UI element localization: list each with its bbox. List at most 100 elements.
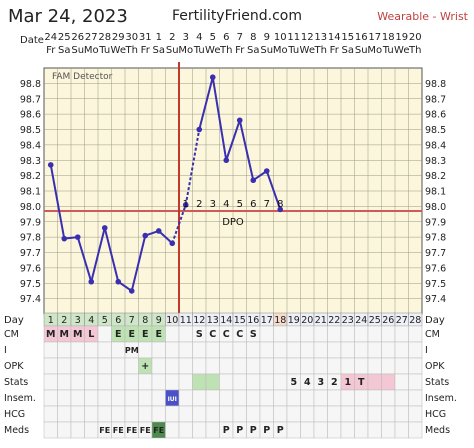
y-tick-label-right: 98.3 xyxy=(425,156,446,167)
date-tick-label: 12 xyxy=(301,32,314,43)
row-cell-insem xyxy=(138,389,153,407)
row-cell-i xyxy=(286,341,301,359)
row-cell-i xyxy=(165,341,180,359)
temperature-point xyxy=(182,202,189,208)
row-cell-opk xyxy=(111,357,126,375)
y-tick-label: 97.7 xyxy=(20,248,41,259)
date-tick-label: 14 xyxy=(328,32,341,43)
row-cell-i xyxy=(205,341,220,359)
cycle-day-label: 10 xyxy=(166,315,178,326)
row-value-cm: M xyxy=(46,329,55,340)
row-cell-hcg xyxy=(205,405,220,423)
row-cell-insem xyxy=(381,389,396,407)
temperature-line-segment xyxy=(171,204,187,244)
row-cell-opk xyxy=(165,357,180,375)
row-cell-i xyxy=(57,341,72,359)
row-cell-opk xyxy=(327,357,342,375)
row-cell-cm xyxy=(313,325,328,343)
fam-detector-legend: FAM Detector xyxy=(52,72,113,82)
weekday-tick-label: Tu xyxy=(382,45,394,56)
row-cell-cm xyxy=(300,325,315,343)
row-cell-insem xyxy=(408,389,423,407)
weekday-tick-label: Th xyxy=(408,45,421,56)
row-label-opk: OPK xyxy=(4,361,24,372)
row-cell-i xyxy=(408,341,423,359)
date-tick-label: 2 xyxy=(169,32,175,43)
row-cell-stats xyxy=(273,373,288,391)
row-value-cm: C xyxy=(209,329,216,340)
row-cell-insem xyxy=(192,389,207,407)
row-value-stats: T xyxy=(358,377,365,388)
row-cell-hcg xyxy=(57,405,72,423)
row-value-meds: FE xyxy=(153,426,164,435)
row-cell-hcg xyxy=(340,405,355,423)
weekday-tick-label: Th xyxy=(219,45,232,56)
row-label-right-cm: CM xyxy=(425,329,440,340)
cycle-day-label: 14 xyxy=(220,315,232,326)
row-cell-hcg xyxy=(84,405,99,423)
row-cell-i xyxy=(273,341,288,359)
row-cell-stats xyxy=(381,373,396,391)
dpo-number: 1 xyxy=(183,199,189,210)
row-cell-insem xyxy=(111,389,126,407)
y-tick-label: 97.8 xyxy=(20,233,41,244)
y-tick-label-right: 97.6 xyxy=(425,263,446,274)
row-cell-opk xyxy=(232,357,247,375)
row-cell-insem xyxy=(84,389,99,407)
weekday-tick-label: Tu xyxy=(193,45,205,56)
temperature-point xyxy=(128,288,135,294)
row-cell-cm xyxy=(354,325,369,343)
row-cell-opk xyxy=(219,357,234,375)
row-cell-opk xyxy=(408,357,423,375)
row-cell-opk xyxy=(192,357,207,375)
row-cell-opk xyxy=(151,357,166,375)
temperature-line-segment xyxy=(184,129,201,206)
row-cell-cm xyxy=(367,325,382,343)
date-tick-label: 31 xyxy=(139,32,152,43)
row-cell-opk xyxy=(394,357,409,375)
row-cell-meds xyxy=(178,421,193,439)
date-tick-label: 16 xyxy=(355,32,368,43)
row-value-meds: FE xyxy=(99,426,110,435)
y-tick-label-right: 98.5 xyxy=(425,125,446,136)
row-value-stats: 1 xyxy=(344,377,351,388)
row-value-insem: IUI xyxy=(168,396,177,403)
row-cell-opk xyxy=(259,357,274,375)
row-cell-insem xyxy=(354,389,369,407)
weekday-tick-label: Su xyxy=(355,45,368,56)
date-tick-label: 20 xyxy=(409,32,422,43)
day-row-label-left: Day xyxy=(4,315,24,326)
row-cell-stats xyxy=(124,373,139,391)
row-cell-insem xyxy=(367,389,382,407)
cycle-day-label: 11 xyxy=(180,315,192,326)
dpo-number: 3 xyxy=(210,199,216,210)
date-tick-label: 5 xyxy=(210,32,216,43)
cycle-day-label: 27 xyxy=(396,315,408,326)
dpo-number: 4 xyxy=(223,199,229,210)
row-cell-meds xyxy=(70,421,85,439)
weekday-tick-label: Tu xyxy=(98,45,110,56)
dpo-number: 5 xyxy=(237,199,243,210)
weekday-tick-label: Su xyxy=(260,45,273,56)
row-cell-hcg xyxy=(327,405,342,423)
row-cell-hcg xyxy=(259,405,274,423)
row-cell-hcg xyxy=(97,405,112,423)
row-cell-insem xyxy=(286,389,301,407)
row-cell-hcg xyxy=(313,405,328,423)
row-cell-cm xyxy=(286,325,301,343)
temperature-point xyxy=(47,162,54,168)
y-tick-label: 98.0 xyxy=(20,202,41,213)
cycle-day-label: 13 xyxy=(207,315,219,326)
weekday-tick-label: Mo xyxy=(178,45,193,56)
y-tick-label: 97.4 xyxy=(20,294,41,305)
row-cell-stats xyxy=(97,373,112,391)
row-cell-i xyxy=(246,341,261,359)
row-cell-opk xyxy=(205,357,220,375)
row-cell-meds xyxy=(165,421,180,439)
temperature-point xyxy=(142,232,149,239)
y-tick-label: 98.7 xyxy=(20,94,41,105)
date-tick-label: 25 xyxy=(58,32,71,43)
row-cell-i xyxy=(259,341,274,359)
row-cell-cm xyxy=(394,325,409,343)
